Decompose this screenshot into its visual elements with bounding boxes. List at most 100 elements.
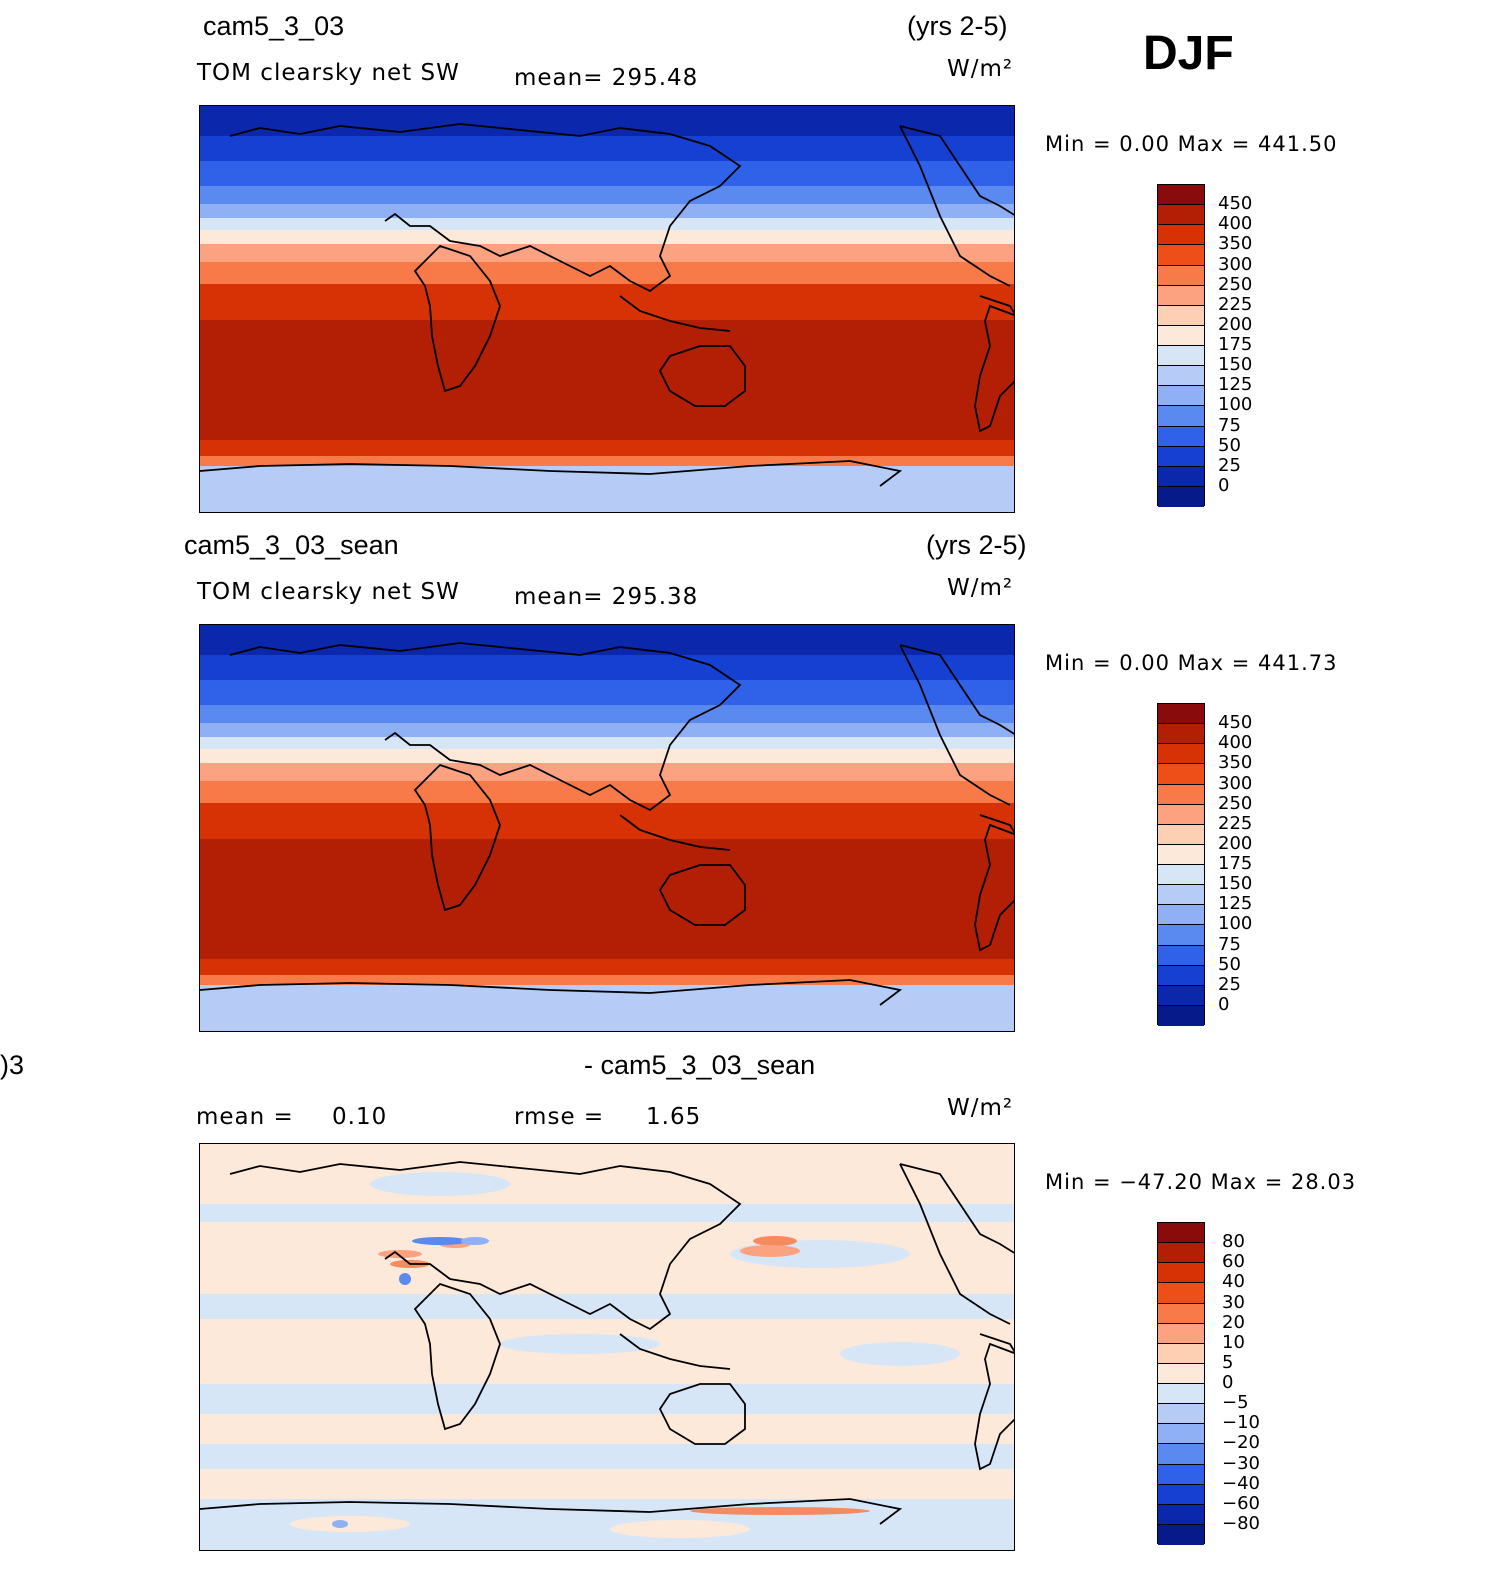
panel1-map bbox=[199, 105, 1015, 513]
colorbar-tick-label: 250 bbox=[1218, 792, 1253, 814]
colorbar-tick-label: −40 bbox=[1222, 1472, 1260, 1494]
panel2-map bbox=[199, 624, 1015, 1032]
panel3-case-left-fragment: )3 bbox=[0, 1050, 25, 1080]
colorbar-tick-label: 20 bbox=[1222, 1311, 1245, 1333]
colorbar-swatch bbox=[1158, 1005, 1204, 1026]
panel2-mean: mean= 295.38 bbox=[514, 584, 699, 610]
colorbar-swatch bbox=[1158, 1363, 1204, 1384]
panel3-mean-label: mean = bbox=[196, 1104, 294, 1130]
panel2-coastlines bbox=[200, 642, 1014, 1006]
panel3-units: W/m² bbox=[947, 1095, 1014, 1121]
panel3-rmse-label: rmse = bbox=[514, 1104, 605, 1130]
colorbar-tick-label: 40 bbox=[1222, 1271, 1245, 1293]
colorbar-swatch bbox=[1158, 985, 1204, 1006]
colorbar-tick-label: −80 bbox=[1222, 1512, 1260, 1534]
colorbar-swatch bbox=[1158, 446, 1204, 467]
colorbar-swatch bbox=[1158, 945, 1204, 966]
panel3-case-name: - cam5_3_03_sean bbox=[584, 1050, 816, 1080]
colorbar-tick-label: 0 bbox=[1218, 993, 1230, 1015]
panel1-map-plot bbox=[200, 106, 1014, 512]
panel1-case-name: cam5_3_03 bbox=[203, 11, 345, 41]
colorbar-tick-label: 200 bbox=[1218, 832, 1253, 854]
colorbar-swatch bbox=[1158, 905, 1204, 926]
colorbar-swatch bbox=[1158, 1323, 1204, 1344]
panel2-units: W/m² bbox=[947, 575, 1014, 601]
panel3-map bbox=[199, 1143, 1015, 1551]
colorbar-tick-label: 75 bbox=[1218, 933, 1241, 955]
colorbar-tick-label: 125 bbox=[1218, 374, 1253, 396]
colorbar-swatch bbox=[1158, 466, 1204, 487]
colorbar-tick-label: 175 bbox=[1218, 853, 1253, 874]
colorbar-swatch bbox=[1158, 865, 1204, 886]
panel2-variable: TOM clearsky net SW bbox=[197, 579, 460, 605]
colorbar-tick-label: 150 bbox=[1218, 873, 1253, 895]
panel3-mean-value: 0.10 bbox=[332, 1104, 388, 1130]
colorbar-swatch bbox=[1158, 1404, 1204, 1425]
colorbar-tick-label: 25 bbox=[1218, 454, 1241, 476]
panel2-case-name: cam5_3_03_sean bbox=[184, 530, 399, 560]
colorbar-tick-label: −30 bbox=[1222, 1452, 1260, 1474]
colorbar-swatch bbox=[1158, 406, 1204, 427]
colorbar-swatch bbox=[1158, 1484, 1204, 1505]
colorbar-swatch bbox=[1158, 1303, 1204, 1324]
colorbar-swatch bbox=[1158, 1243, 1204, 1264]
colorbar-swatch bbox=[1158, 764, 1204, 785]
colorbar-tick-label: −60 bbox=[1222, 1492, 1260, 1514]
colorbar-swatch bbox=[1158, 844, 1204, 865]
colorbar-tick-label: 250 bbox=[1218, 273, 1253, 295]
colorbar-tick-label: 225 bbox=[1218, 812, 1253, 834]
colorbar-swatch bbox=[1158, 925, 1204, 946]
colorbar-tick-label: 80 bbox=[1222, 1231, 1245, 1253]
panel1-minmax: Min = 0.00 Max = 441.50 bbox=[1045, 132, 1338, 156]
colorbar-tick-label: 5 bbox=[1222, 1351, 1234, 1373]
colorbar-swatch bbox=[1158, 346, 1204, 367]
colorbar-tick-label: 0 bbox=[1218, 474, 1230, 496]
colorbar-tick-label: 350 bbox=[1218, 752, 1253, 774]
colorbar-swatch bbox=[1158, 1343, 1204, 1364]
panel1-variable: TOM clearsky net SW bbox=[197, 60, 460, 86]
season-title: DJF bbox=[1143, 27, 1234, 80]
colorbar-tick-label: 300 bbox=[1218, 253, 1253, 275]
colorbar-tick-label: −5 bbox=[1222, 1392, 1249, 1414]
colorbar-tick-label: 400 bbox=[1218, 213, 1253, 235]
colorbar-swatch bbox=[1158, 1504, 1204, 1525]
colorbar-swatch bbox=[1158, 1283, 1204, 1304]
colorbar-tick-label: −10 bbox=[1222, 1412, 1260, 1434]
colorbar-swatch bbox=[1158, 724, 1204, 745]
colorbar-swatch bbox=[1158, 386, 1204, 407]
colorbar-tick-label: −20 bbox=[1222, 1432, 1260, 1454]
colorbar-tick-label: 400 bbox=[1218, 732, 1253, 754]
colorbar-swatch bbox=[1158, 804, 1204, 825]
colorbar-tick-label: 225 bbox=[1218, 293, 1253, 315]
colorbar-tick-label: 175 bbox=[1218, 334, 1253, 355]
colorbar-tick-label: 25 bbox=[1218, 973, 1241, 995]
colorbar-tick-label: 350 bbox=[1218, 233, 1253, 255]
panel3-minmax: Min = −47.20 Max = 28.03 bbox=[1045, 1170, 1357, 1194]
panel2-map-plot bbox=[200, 625, 1014, 1031]
colorbar-tick-label: 450 bbox=[1218, 712, 1253, 734]
colorbar-swatch bbox=[1158, 325, 1204, 346]
colorbar-swatch bbox=[1158, 305, 1204, 326]
colorbar-tick-label: 50 bbox=[1218, 434, 1241, 456]
panel3-colorbar bbox=[1157, 1222, 1205, 1545]
colorbar-swatch bbox=[1158, 426, 1204, 447]
colorbar-tick-label: 100 bbox=[1218, 913, 1253, 935]
colorbar-swatch bbox=[1158, 1464, 1204, 1485]
colorbar-swatch bbox=[1158, 225, 1204, 246]
colorbar-swatch bbox=[1158, 824, 1204, 845]
colorbar-tick-label: 125 bbox=[1218, 893, 1253, 915]
colorbar-swatch bbox=[1158, 1223, 1204, 1244]
colorbar-tick-label: 50 bbox=[1218, 953, 1241, 975]
colorbar-swatch bbox=[1158, 1384, 1204, 1405]
colorbar-swatch bbox=[1158, 784, 1204, 805]
colorbar-tick-label: 60 bbox=[1222, 1251, 1245, 1273]
panel1-mean: mean= 295.48 bbox=[514, 65, 699, 91]
panel1-units: W/m² bbox=[947, 56, 1014, 82]
panel3-rmse-value: 1.65 bbox=[646, 1104, 702, 1130]
colorbar-swatch bbox=[1158, 1444, 1204, 1465]
colorbar-swatch bbox=[1158, 366, 1204, 387]
colorbar-swatch bbox=[1158, 744, 1204, 765]
panel2-years: (yrs 2-5) bbox=[926, 530, 1027, 560]
colorbar-tick-label: 75 bbox=[1218, 414, 1241, 436]
panel1-colorbar bbox=[1157, 184, 1205, 507]
